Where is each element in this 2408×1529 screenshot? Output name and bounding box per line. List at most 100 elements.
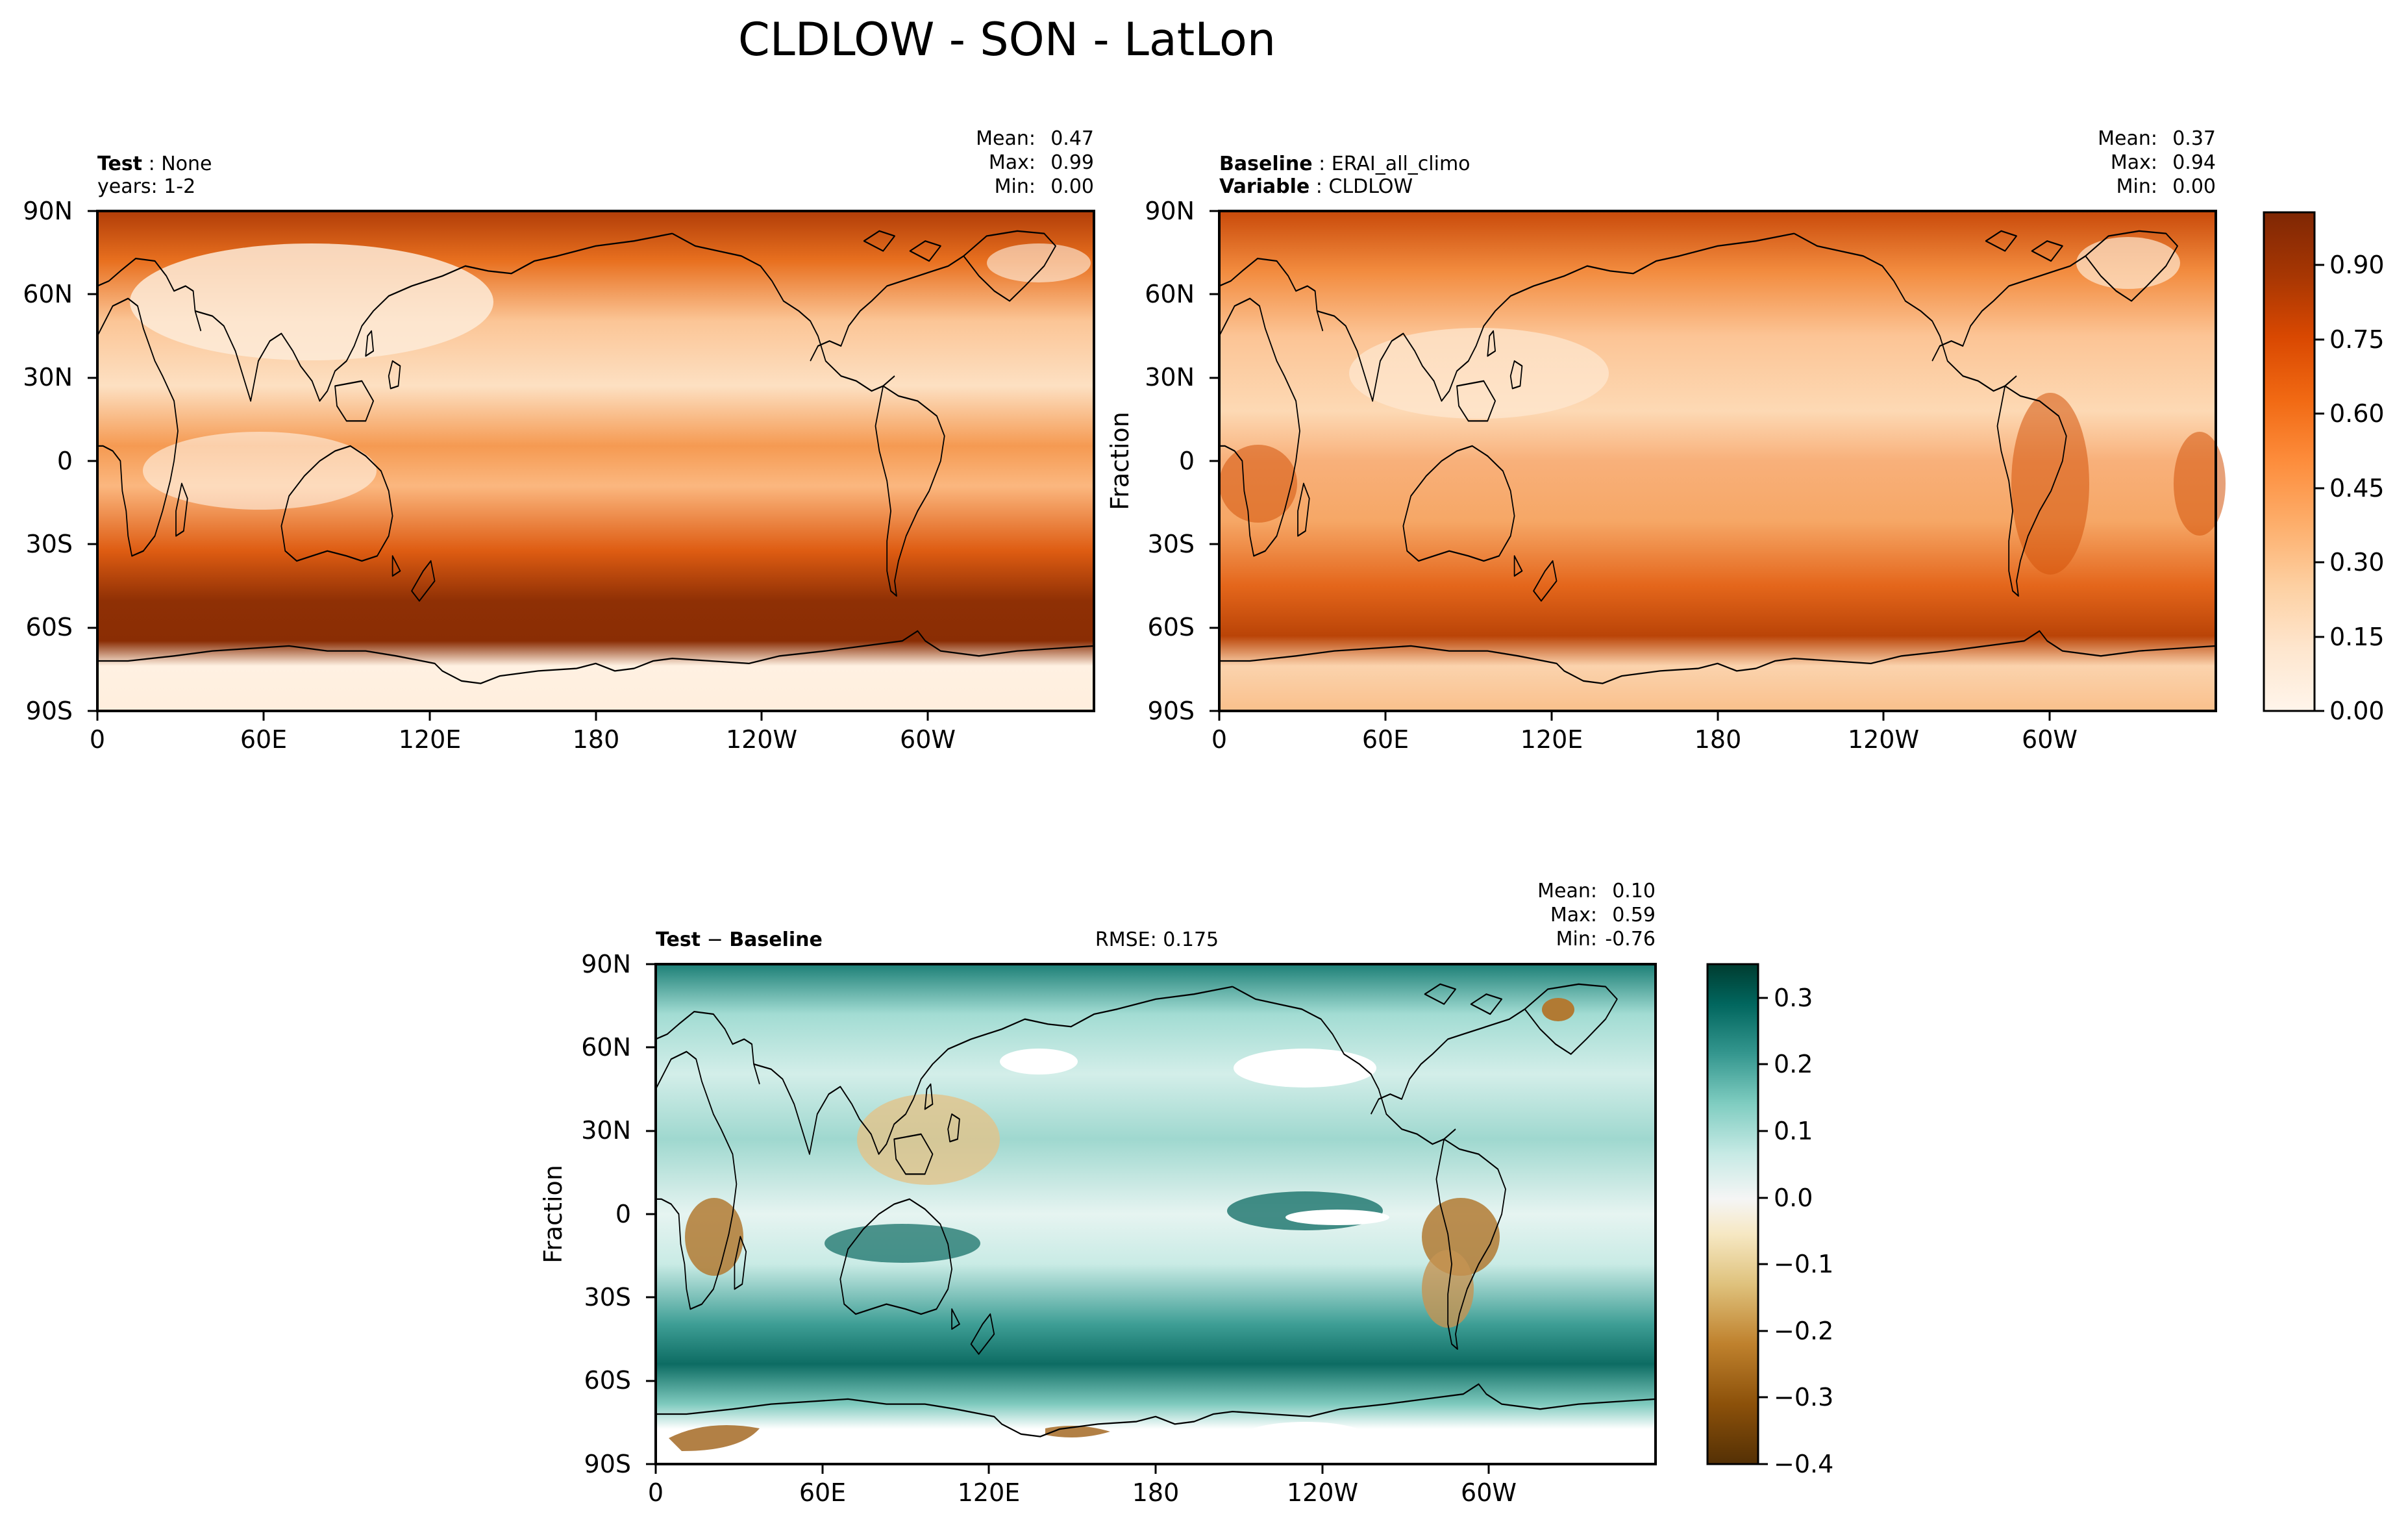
- baseline-ylabel: Fraction: [1106, 412, 1134, 510]
- baseline-stats: Mean: 0.37 Max: 0.94 Min: 0.00: [2098, 127, 2216, 198]
- test-ytick: 90N: [23, 197, 73, 225]
- diff-cbar-tick: 0.3: [1774, 984, 1813, 1012]
- baseline-ytick: 30S: [1148, 530, 1195, 558]
- baseline-cbar-tick: 0.30: [2329, 548, 2385, 577]
- baseline-xtick: 0: [1211, 725, 1227, 754]
- baseline-xtick: 60E: [1362, 725, 1409, 754]
- diff-max-label: Max:: [1550, 904, 1597, 926]
- baseline-title-left2: Variable : CLDLOW: [1219, 175, 1413, 198]
- diff-title-bold: Test: [656, 928, 701, 951]
- test-xaxis: 0 60E 120E 180 120W 60W: [90, 725, 956, 754]
- baseline-mean-value: 0.37: [2172, 127, 2216, 150]
- test-title-left: Test : None: [97, 153, 212, 175]
- test-ytick: 0: [57, 447, 73, 475]
- diff-xtick: 180: [1132, 1478, 1180, 1507]
- diff-ytick: 30S: [584, 1283, 631, 1311]
- test-xtick: 60E: [240, 725, 287, 754]
- diff-mean-label: Mean:: [1537, 880, 1597, 902]
- baseline-ytick: 90S: [1148, 697, 1195, 725]
- baseline-cbar-tick: 0.60: [2329, 399, 2385, 428]
- diff-min-value: -0.76: [1605, 928, 1656, 951]
- diff-cbar-tick: 0.0: [1774, 1184, 1813, 1212]
- diff-ytick: 30N: [581, 1116, 631, 1145]
- diff-xaxis: 0 60E 120E 180 120W 60W: [648, 1478, 1517, 1507]
- diff-cbar-tick: −0.1: [1774, 1250, 1833, 1278]
- baseline-variable-text: CLDLOW: [1328, 175, 1413, 198]
- diff-title-left: Test − Baseline: [656, 928, 823, 951]
- diff-xtick: 60W: [1461, 1478, 1517, 1507]
- baseline-min-label: Min:: [2116, 175, 2157, 198]
- diff-xtick: 0: [648, 1478, 664, 1507]
- baseline-xaxis: 0 60E 120E 180 120W 60W: [1211, 725, 2078, 754]
- baseline-cbar-tick: 0.45: [2329, 474, 2385, 503]
- test-xtick: 60W: [900, 725, 956, 754]
- baseline-xtick: 120W: [1848, 725, 1919, 754]
- test-xtick: 180: [573, 725, 620, 754]
- test-ytick: 60S: [26, 613, 73, 641]
- test-ytick: 60N: [23, 280, 73, 308]
- diff-ylabel: Fraction: [539, 1165, 567, 1263]
- diff-colorbar: 0.3 0.2 0.1 0.0 −0.1 −0.2 −0.3 −0.4: [1706, 963, 1833, 1478]
- diff-cbar-tick: 0.1: [1774, 1117, 1813, 1145]
- baseline-cbar-tick: 0.90: [2329, 251, 2385, 279]
- baseline-ytick: 30N: [1145, 363, 1195, 392]
- diff-xtick: 60E: [799, 1478, 846, 1507]
- diff-ytick: 90N: [581, 950, 631, 978]
- test-title-line2: years: 1-2: [97, 175, 195, 198]
- diff-ytick: 0: [615, 1200, 631, 1228]
- baseline-ytick: 60N: [1145, 280, 1195, 308]
- baseline-xtick: 120E: [1521, 725, 1583, 754]
- test-stats: Mean: 0.47 Max: 0.99 Min: 0.00: [976, 127, 1094, 198]
- diff-mean-value: 0.10: [1612, 880, 1656, 902]
- test-xtick: 120E: [399, 725, 462, 754]
- test-title-bold: Test: [97, 153, 142, 175]
- baseline-max-label: Max:: [2111, 151, 2157, 174]
- diff-yaxis: 90N 60N 30N 0 30S 60S 90S: [581, 950, 631, 1478]
- baseline-ytick: 0: [1179, 447, 1195, 475]
- test-title-text: None: [161, 153, 212, 175]
- diff-rmse: RMSE: 0.175: [1095, 928, 1219, 951]
- baseline-mean-label: Mean:: [2098, 127, 2157, 150]
- diff-cbar-tick: −0.4: [1774, 1450, 1833, 1478]
- diff-max-value: 0.59: [1612, 904, 1656, 926]
- diff-title-bold2: Baseline: [729, 928, 823, 951]
- test-ytick: 30N: [23, 363, 73, 392]
- baseline-title-text: ERAI_all_climo: [1332, 153, 1471, 175]
- test-mean-label: Mean:: [976, 127, 1036, 150]
- diff-ytick: 60N: [581, 1033, 631, 1062]
- diff-stats: Mean: 0.10 Max: 0.59 Min: -0.76: [1537, 880, 1656, 951]
- diff-min-label: Min:: [1556, 928, 1597, 951]
- test-ytick: 90S: [26, 697, 73, 725]
- baseline-title-bold: Baseline: [1219, 153, 1313, 175]
- baseline-max-value: 0.94: [2172, 151, 2216, 174]
- panel-diff: Test − Baseline RMSE: 0.175 Mean: 0.10 M…: [539, 880, 1833, 1507]
- test-max-value: 0.99: [1050, 151, 1094, 174]
- test-mean-value: 0.47: [1050, 127, 1094, 150]
- test-xtick: 0: [90, 725, 105, 754]
- diff-cbar-tick: −0.2: [1774, 1317, 1833, 1345]
- test-ytick: 30S: [26, 530, 73, 558]
- baseline-xtick: 180: [1694, 725, 1742, 754]
- diff-heatmap: [656, 964, 1656, 1464]
- test-yaxis: 90N 60N 30N 0 30S 60S 90S: [23, 197, 73, 725]
- diff-xtick: 120W: [1287, 1478, 1358, 1507]
- test-min-label: Min:: [995, 175, 1036, 198]
- test-min-value: 0.00: [1050, 175, 1094, 198]
- diff-cbar-tick: 0.2: [1774, 1050, 1813, 1078]
- panel-baseline: Baseline : ERAI_all_climo Variable : CLD…: [1106, 127, 2385, 754]
- test-max-label: Max:: [989, 151, 1036, 174]
- diff-ytick: 90S: [584, 1450, 631, 1478]
- baseline-cbar-tick: 0.00: [2329, 697, 2385, 725]
- baseline-xtick: 60W: [2022, 725, 2078, 754]
- figure-title: CLDLOW - SON - LatLon: [738, 13, 1276, 66]
- baseline-title-left: Baseline : ERAI_all_climo: [1219, 153, 1471, 175]
- diff-cbar-tick: −0.3: [1774, 1383, 1833, 1411]
- baseline-yaxis: 90N 60N 30N 0 30S 60S 90S: [1145, 197, 1195, 725]
- diff-ytick: 60S: [584, 1366, 631, 1395]
- baseline-cbar-tick: 0.15: [2329, 623, 2385, 651]
- test-xtick: 120W: [726, 725, 797, 754]
- baseline-ytick: 60S: [1148, 613, 1195, 641]
- baseline-min-value: 0.00: [2172, 175, 2216, 198]
- baseline-variable-bold: Variable: [1219, 175, 1310, 198]
